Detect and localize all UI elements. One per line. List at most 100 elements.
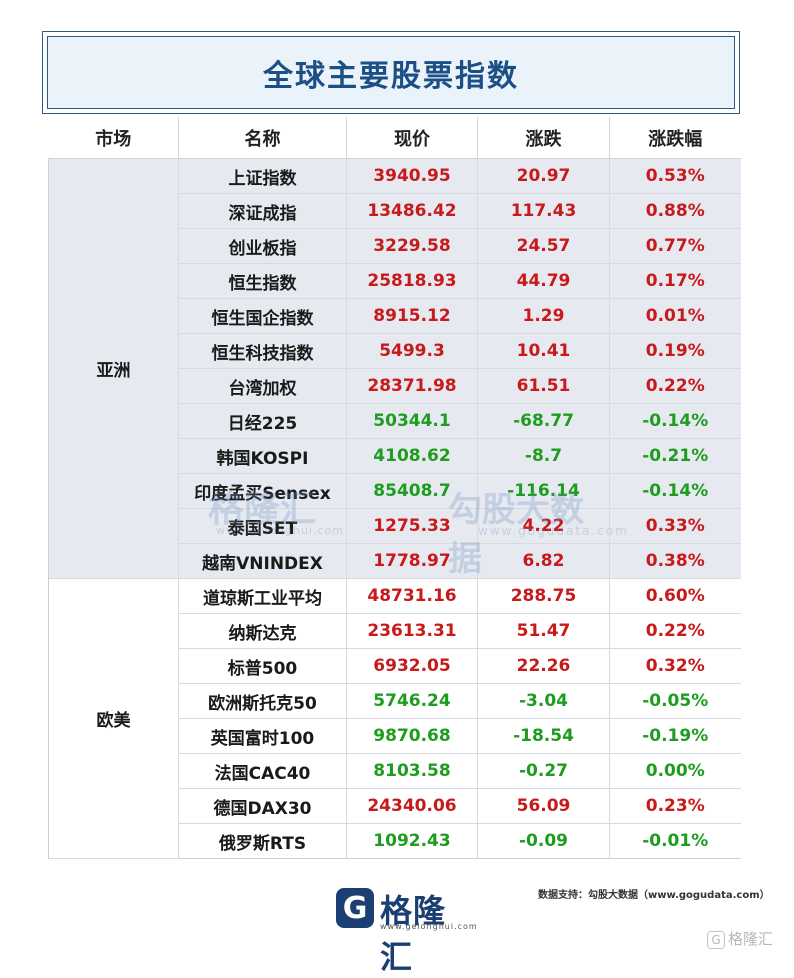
table-row: 德国DAX30 24340.06 56.09 0.23% xyxy=(49,788,741,824)
table-row: 印度孟买Sensex 85408.7 -116.14 -0.14% xyxy=(49,473,741,509)
pct-cell: -0.01% xyxy=(609,823,741,859)
footer-logo: G 格隆汇 www.gelonghui.com xyxy=(336,888,477,976)
price-cell: 85408.7 xyxy=(346,473,478,509)
price-cell: 25818.93 xyxy=(346,263,478,299)
price-cell: 6932.05 xyxy=(346,648,478,684)
table-row: 俄罗斯RTS 1092.43 -0.09 -0.01% xyxy=(49,823,741,859)
header-market: 市场 xyxy=(48,117,179,159)
header-pct: 涨跌幅 xyxy=(609,117,741,159)
index-name: 标普500 xyxy=(178,648,347,684)
table-row: 英国富时100 9870.68 -18.54 -0.19% xyxy=(49,718,741,754)
index-name: 恒生国企指数 xyxy=(178,298,347,334)
price-cell: 3940.95 xyxy=(346,158,478,194)
change-cell: -68.77 xyxy=(477,403,610,439)
index-name: 深证成指 xyxy=(178,193,347,229)
corner-watermark: G 格隆汇 xyxy=(707,928,773,949)
pct-cell: -0.21% xyxy=(609,438,741,474)
table-row: 标普500 6932.05 22.26 0.32% xyxy=(49,648,741,684)
price-cell: 3229.58 xyxy=(346,228,478,264)
title-box: 全球主要股票指数 xyxy=(47,36,735,109)
price-cell: 8103.58 xyxy=(346,753,478,789)
pct-cell: 0.60% xyxy=(609,578,741,614)
change-cell: -18.54 xyxy=(477,718,610,754)
table-body: 亚洲 上证指数 3940.95 20.97 0.53% 深证成指 13486.42 117.4… xyxy=(48,158,741,859)
price-cell: 24340.06 xyxy=(346,788,478,824)
change-cell: 6.82 xyxy=(477,543,610,579)
table-row: 纳斯达克 23613.31 51.47 0.22% xyxy=(49,613,741,649)
pct-cell: 0.38% xyxy=(609,543,741,579)
header-change: 涨跌 xyxy=(477,117,610,159)
pct-cell: 0.88% xyxy=(609,193,741,229)
index-name: 上证指数 xyxy=(178,158,347,194)
corner-brand: 格隆汇 xyxy=(728,930,774,948)
data-source: 数据支持：勾股大数据（www.gogudata.com） xyxy=(538,890,770,901)
logo-url: www.gelonghui.com xyxy=(380,922,478,931)
pct-cell: 0.53% xyxy=(609,158,741,194)
index-name: 恒生指数 xyxy=(178,263,347,299)
change-cell: 22.26 xyxy=(477,648,610,684)
logo-name: 格隆汇 xyxy=(380,892,447,976)
index-name: 越南VNINDEX xyxy=(178,543,347,579)
table-row: 越南VNINDEX 1778.97 6.82 0.38% xyxy=(49,543,741,579)
change-cell: 20.97 xyxy=(477,158,610,194)
index-name: 印度孟买Sensex xyxy=(178,473,347,509)
region-label: 欧美 xyxy=(48,578,179,859)
index-name: 俄罗斯RTS xyxy=(178,823,347,859)
index-name: 欧洲斯托克50 xyxy=(178,683,347,719)
header-price: 现价 xyxy=(346,117,478,159)
price-cell: 1092.43 xyxy=(346,823,478,859)
table-row: 亚洲 上证指数 3940.95 20.97 0.53% xyxy=(48,158,741,579)
index-name: 泰国SET xyxy=(178,508,347,544)
price-cell: 8915.12 xyxy=(346,298,478,334)
change-cell: -3.04 xyxy=(477,683,610,719)
change-cell: 288.75 xyxy=(477,578,610,614)
change-cell: 61.51 xyxy=(477,368,610,404)
pct-cell: -0.14% xyxy=(609,403,741,439)
price-cell: 28371.98 xyxy=(346,368,478,404)
change-cell: -0.09 xyxy=(477,823,610,859)
pct-cell: 0.23% xyxy=(609,788,741,824)
table-row: 恒生国企指数 8915.12 1.29 0.01% xyxy=(49,298,741,334)
change-cell: 44.79 xyxy=(477,263,610,299)
change-cell: -116.14 xyxy=(477,473,610,509)
price-cell: 5499.3 xyxy=(346,333,478,369)
region-label: 亚洲 xyxy=(48,158,179,579)
table-row: 创业板指 3229.58 24.57 0.77% xyxy=(49,228,741,264)
change-cell: 10.41 xyxy=(477,333,610,369)
pct-cell: 0.32% xyxy=(609,648,741,684)
change-cell: 4.22 xyxy=(477,508,610,544)
table-row: 法国CAC40 8103.58 -0.27 0.00% xyxy=(49,753,741,789)
change-cell: 1.29 xyxy=(477,298,610,334)
pct-cell: -0.14% xyxy=(609,473,741,509)
pct-cell: 0.77% xyxy=(609,228,741,264)
price-cell: 4108.62 xyxy=(346,438,478,474)
pct-cell: -0.19% xyxy=(609,718,741,754)
header-name: 名称 xyxy=(178,117,347,159)
page-title: 全球主要股票指数 xyxy=(263,58,519,94)
change-cell: -0.27 xyxy=(477,753,610,789)
table-header-row: 市场 名称 现价 涨跌 涨跌幅 xyxy=(48,117,741,159)
pct-cell: 0.33% xyxy=(609,508,741,544)
index-name: 创业板指 xyxy=(178,228,347,264)
pct-cell: 0.01% xyxy=(609,298,741,334)
index-name: 台湾加权 xyxy=(178,368,347,404)
change-cell: -8.7 xyxy=(477,438,610,474)
index-name: 英国富时100 xyxy=(178,718,347,754)
logo-mark-icon: G xyxy=(336,888,374,928)
index-name: 德国DAX30 xyxy=(178,788,347,824)
table-row: 欧洲斯托克50 5746.24 -3.04 -0.05% xyxy=(49,683,741,719)
price-cell: 1275.33 xyxy=(346,508,478,544)
price-cell: 13486.42 xyxy=(346,193,478,229)
index-name: 韩国KOSPI xyxy=(178,438,347,474)
index-name: 纳斯达克 xyxy=(178,613,347,649)
title-frame xyxy=(42,31,740,114)
change-cell: 117.43 xyxy=(477,193,610,229)
change-cell: 56.09 xyxy=(477,788,610,824)
price-cell: 48731.16 xyxy=(346,578,478,614)
price-cell: 23613.31 xyxy=(346,613,478,649)
price-cell: 50344.1 xyxy=(346,403,478,439)
index-name: 日经225 xyxy=(178,403,347,439)
price-cell: 9870.68 xyxy=(346,718,478,754)
price-cell: 1778.97 xyxy=(346,543,478,579)
corner-logo-icon: G xyxy=(707,931,725,949)
